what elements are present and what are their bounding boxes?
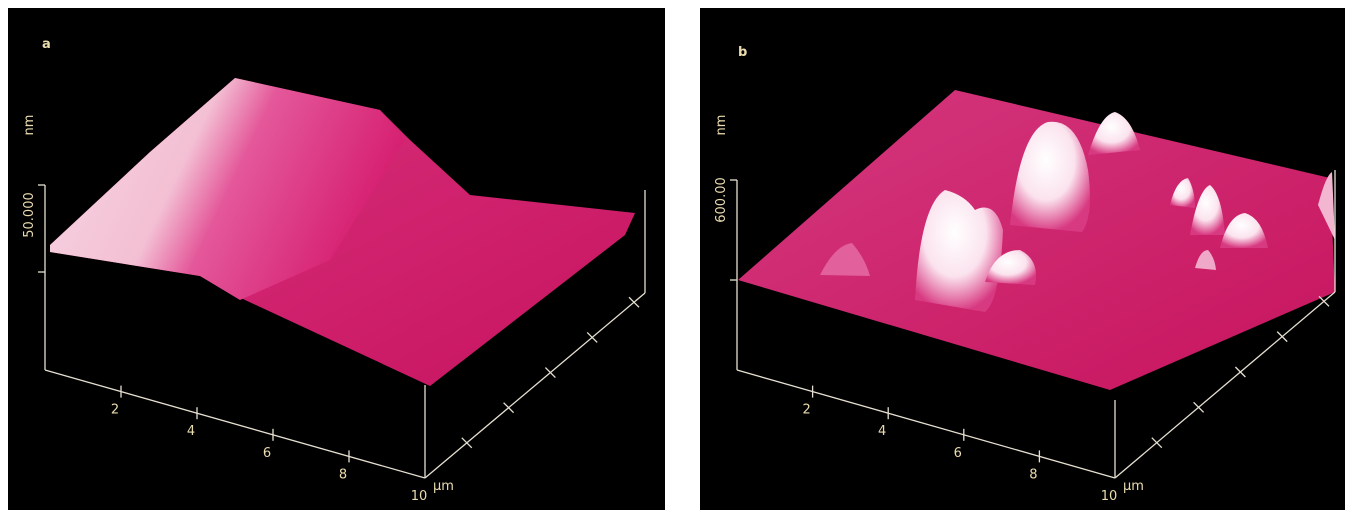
panel-label: a <box>42 37 51 52</box>
x-unit: μm <box>1123 479 1144 494</box>
x-tick-label: 10 <box>1101 489 1118 504</box>
z-unit: nm <box>714 115 729 136</box>
panel-label: b <box>738 45 747 60</box>
x-unit: μm <box>433 479 454 494</box>
x-tick-label: 4 <box>878 424 886 439</box>
x-tick-label: 8 <box>1029 467 1037 482</box>
x-tick-label: 2 <box>802 403 810 418</box>
x-tick-label: 6 <box>263 446 271 461</box>
figure: a b nm 50.000 2 4 6 8 10 μm nm 600.00 2 4 6 8 10 μm <box>0 0 1345 510</box>
x-tick-label: 2 <box>111 403 119 418</box>
x-tick-label: 4 <box>187 424 195 439</box>
z-unit: nm <box>22 115 37 136</box>
x-tick-label: 8 <box>339 467 347 482</box>
z-tick-label: 600.00 <box>714 177 729 223</box>
x-tick-label: 10 <box>411 489 428 504</box>
x-tick-label: 6 <box>954 446 962 461</box>
z-tick-label: 50.000 <box>22 192 37 238</box>
